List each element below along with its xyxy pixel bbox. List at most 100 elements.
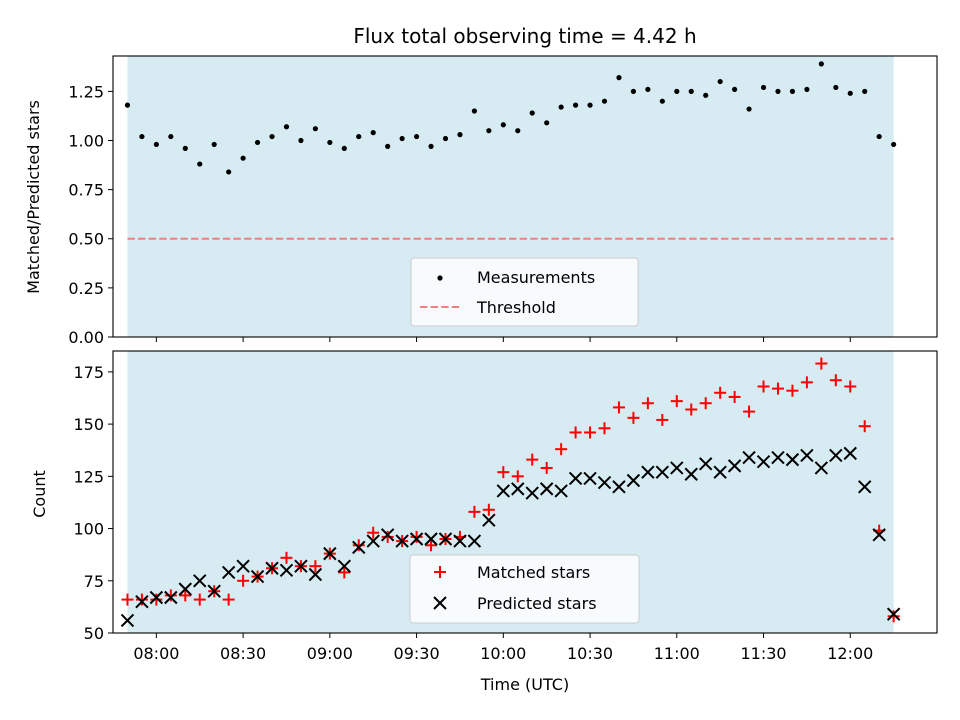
predicted-star-point: [178, 582, 192, 596]
measurement-point: [385, 143, 391, 149]
measurement-point: [515, 128, 521, 134]
measurement-point: [197, 161, 203, 167]
measurement-point: [153, 141, 159, 148]
predicted-star-point: [858, 480, 872, 494]
top-y-tick-label: 1.25: [68, 82, 104, 101]
legend-predicted-marker: [433, 596, 447, 610]
predicted-star-point: [713, 465, 727, 479]
bottom-x-tick-label: 11:00: [654, 644, 700, 663]
top-axes-frame: [112, 55, 938, 338]
measurement-point: [630, 88, 637, 94]
matched-stars-series: [121, 357, 900, 623]
matched-star-point: [887, 610, 900, 623]
measurement-point: [674, 88, 680, 94]
matched-star-point: [641, 397, 654, 410]
legend-measurements-label: Measurements: [477, 268, 595, 287]
bottom-y-axis: 50 75 100 125 150 175: [73, 363, 113, 643]
measurement-point: [818, 61, 824, 67]
matched-star-point: [569, 426, 582, 439]
matched-star-point: [352, 539, 365, 552]
matched-star-point: [555, 443, 568, 456]
measurement-point: [587, 102, 593, 108]
predicted-star-point: [771, 450, 785, 465]
legend-matched-label: Matched stars: [477, 563, 590, 582]
measurement-point: [703, 92, 709, 98]
matched-star-point: [584, 426, 597, 439]
measurement-point: [442, 135, 449, 142]
top-y-tick-label: 0.00: [68, 328, 104, 347]
measurement-point: [486, 128, 492, 134]
matched-star-point: [786, 384, 799, 397]
predicted-star-point: [467, 534, 482, 548]
measurement-point: [833, 84, 839, 91]
matched-star-point: [193, 593, 206, 606]
matched-star-point: [699, 397, 712, 410]
measurement-point: [847, 90, 853, 96]
measurement-point: [356, 133, 362, 140]
measurement-point: [616, 75, 622, 81]
measurement-point: [428, 143, 434, 149]
predicted-star-point: [236, 559, 250, 573]
bottom-axes-frame: [112, 350, 938, 634]
matched-star-point: [771, 382, 784, 395]
measurement-point: [182, 145, 188, 151]
measurement-point: [558, 104, 564, 110]
predicted-star-point: [337, 559, 352, 573]
matched-star-point: [829, 374, 842, 387]
predicted-star-point: [366, 534, 380, 548]
measurement-point: [544, 120, 550, 126]
top-x-axis: [155, 337, 851, 342]
matched-star-point: [685, 403, 698, 416]
predicted-star-point: [193, 574, 207, 588]
matched-star-point: [612, 401, 625, 414]
matched-star-point: [482, 503, 495, 516]
matched-star-point: [280, 551, 293, 564]
predicted-star-point: [308, 567, 323, 582]
predicted-star-point: [149, 590, 164, 605]
predicted-star-point: [207, 584, 221, 598]
predicted-star-point: [800, 448, 814, 463]
bottom-y-tick-label: 50: [84, 624, 104, 643]
matched-star-point: [410, 530, 423, 543]
matched-star-point: [425, 539, 438, 552]
legend-threshold-label: Threshold: [476, 298, 556, 317]
predicted-star-point: [135, 594, 149, 609]
measurement-point: [891, 141, 897, 148]
bottom-x-tick-label: 11:30: [740, 644, 786, 663]
bottom-y-axis-label: Count: [30, 470, 49, 518]
measurement-point: [789, 88, 796, 94]
predicted-star-point: [655, 465, 670, 479]
measurement-point: [168, 133, 174, 140]
measurement-point: [760, 84, 767, 91]
predicted-star-point: [843, 446, 857, 461]
matched-star-point: [497, 466, 510, 479]
measurement-point: [327, 139, 333, 146]
matched-star-point: [381, 530, 394, 543]
matched-star-point: [858, 420, 871, 433]
bottom-y-tick-label: 100: [73, 520, 104, 539]
measurement-point: [312, 126, 318, 132]
measurement-point: [240, 155, 246, 161]
bottom-x-tick-label: 10:00: [480, 644, 526, 663]
measurement-point: [413, 133, 420, 140]
matched-star-point: [598, 422, 611, 435]
predicted-star-point: [221, 565, 236, 580]
predicted-star-point: [886, 607, 901, 621]
measurement-point: [370, 130, 376, 136]
matched-star-point: [670, 395, 683, 408]
predicted-star-point: [352, 540, 366, 555]
top-panel: Flux total observing time = 4.42 h 0.000…: [24, 24, 938, 347]
measurement-point: [572, 102, 579, 108]
top-y-tick-label: 1.00: [68, 131, 104, 150]
matched-star-point: [728, 390, 741, 403]
measurements-series: [124, 61, 897, 175]
legend-predicted-label: Predicted stars: [477, 594, 597, 613]
bottom-x-axis-label: Time (UTC): [480, 675, 569, 694]
measurement-point: [688, 88, 694, 94]
measurement-point: [399, 135, 405, 142]
measurement-point: [876, 133, 882, 140]
predicted-star-point: [164, 590, 178, 605]
predicted-star-point: [438, 532, 453, 546]
bottom-panel: 50 75 100 125 150 175 08:00 08:30 09:00 09:30 10:…: [30, 350, 938, 694]
